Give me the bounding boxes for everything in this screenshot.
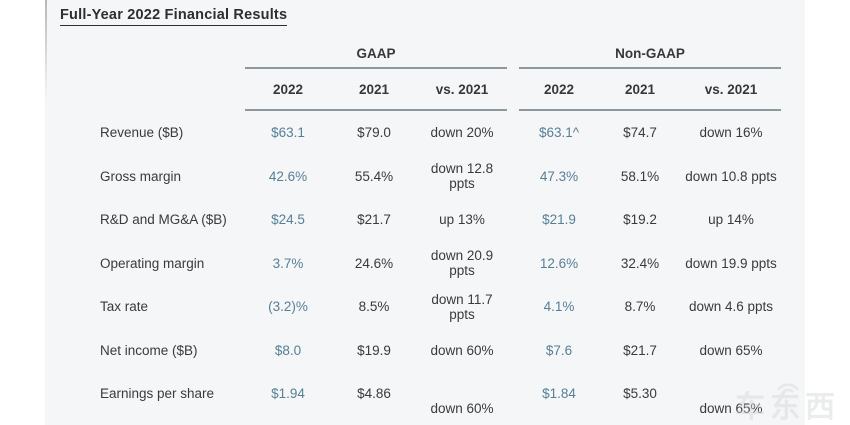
gaap-2022-value: 42.6%	[268, 168, 308, 184]
nongaap-2021-value: $19.2	[623, 212, 657, 228]
gaap-2022-value: $63.1	[271, 125, 305, 141]
gaap-vs-2021-value: down 60%	[430, 401, 494, 417]
gaap-2022-value: 3.7%	[272, 255, 304, 271]
group-gap	[507, 36, 519, 69]
row-label: Earnings per share	[100, 386, 215, 402]
gaap-2021-value: $4.86	[357, 386, 391, 402]
table-row: Tax rate (3.2)% 8.5% down 11.7 ppts 4.1% 8.7%…	[100, 285, 781, 329]
nongaap-2022-value: $1.84	[542, 386, 576, 402]
gaap-vs-2021-header: vs. 2021	[435, 81, 489, 97]
nongaap-2022-value: 12.6%	[539, 255, 579, 271]
nongaap-vs-2021-value: down 65%	[699, 342, 763, 358]
gaap-2021-value: $79.0	[357, 125, 391, 141]
page-title: Full-Year 2022 Financial Results	[60, 7, 288, 26]
row-label: Net income ($B)	[100, 342, 198, 358]
group-header-spacer	[100, 36, 245, 69]
nongaap-vs-2021-value: down 19.9 ppts	[685, 255, 777, 271]
nongaap-2021-value: $21.7	[623, 342, 657, 358]
table-row: Earnings per share $1.94 $4.86 down 60% $1.8…	[100, 372, 781, 416]
gaap-vs-2021-value: down 12.8 ppts	[430, 161, 494, 192]
table-row: R&D and MG&A ($B) $24.5 $21.7 up 13% $21.9 $1…	[100, 198, 781, 242]
gaap-2022-value: $1.94	[271, 386, 305, 402]
nongaap-2021-value: $74.7	[623, 125, 657, 141]
group-gap	[507, 69, 519, 111]
nongaap-2022-value: 47.3%	[539, 168, 579, 184]
nongaap-2022-header: 2022	[543, 81, 575, 97]
row-label: Operating margin	[100, 255, 205, 271]
gaap-2022-value: $24.5	[271, 212, 305, 228]
table-row: Net income ($B) $8.0 $19.9 down 60% $7.6 $21.…	[100, 329, 781, 373]
nongaap-2022-value: $21.9	[542, 212, 576, 228]
gaap-vs-2021-value: down 20%	[430, 125, 494, 141]
table-row: Revenue ($B) $63.1 $79.0 down 20% $63.1^ $74.…	[100, 111, 781, 155]
gaap-2022-value: (3.2)%	[268, 299, 308, 315]
group-header-non-gaap: Non-GAAP	[519, 36, 781, 69]
gaap-2021-value: $21.7	[357, 212, 391, 228]
nongaap-vs-2021-header: vs. 2021	[704, 81, 758, 97]
row-label: R&D and MG&A ($B)	[100, 212, 227, 228]
nongaap-2021-value: 58.1%	[620, 168, 660, 184]
gaap-2021-value: 24.6%	[354, 255, 394, 271]
slide-background: Full-Year 2022 Financial Results GAAP No…	[45, 0, 805, 425]
gaap-2022-value: $8.0	[274, 342, 302, 358]
nongaap-vs-2021-value: up 14%	[708, 212, 754, 228]
row-label: Gross margin	[100, 168, 182, 184]
table-body: Revenue ($B) $63.1 $79.0 down 20% $63.1^ $74.…	[100, 111, 781, 416]
nongaap-2022-value: 4.1%	[543, 299, 575, 315]
group-header-row: GAAP Non-GAAP	[100, 36, 781, 69]
gaap-vs-2021-value: down 11.7 ppts	[431, 291, 493, 322]
nongaap-vs-2021-value: down 16%	[699, 125, 763, 141]
gaap-column-headers: 2022 2021 vs. 2021	[245, 69, 507, 111]
nongaap-2021-value: $5.30	[623, 386, 657, 402]
nongaap-2021-header: 2021	[624, 81, 656, 97]
nongaap-2022-value: $63.1^	[538, 125, 580, 141]
row-label: Revenue ($B)	[100, 125, 184, 141]
slide-left-edge-line	[45, 0, 47, 100]
group-header-gaap: GAAP	[245, 36, 507, 69]
gaap-2021-value: 8.5%	[358, 299, 390, 315]
gaap-2021-value: 55.4%	[354, 168, 394, 184]
nongaap-vs-2021-value: down 4.6 ppts	[688, 299, 774, 315]
non-gaap-column-headers: 2022 2021 vs. 2021	[519, 69, 781, 111]
column-header-row: 2022 2021 vs. 2021 2022 2021 vs. 2021	[100, 69, 781, 111]
financial-results-table: GAAP Non-GAAP 2022 2021 vs. 2021 2022 20…	[100, 36, 781, 416]
gaap-vs-2021-value: down 20.9 ppts	[430, 248, 494, 279]
gaap-vs-2021-value: down 60%	[430, 342, 494, 358]
table-row: Gross margin 42.6% 55.4% down 12.8 ppts 47.3…	[100, 155, 781, 199]
nongaap-vs-2021-value: down 10.8 ppts	[685, 168, 777, 184]
gaap-2021-value: $19.9	[357, 342, 391, 358]
gaap-2022-header: 2022	[272, 81, 304, 97]
nongaap-vs-2021-value: down 65%	[699, 401, 763, 417]
table-row: Operating margin 3.7% 24.6% down 20.9 ppts 1…	[100, 242, 781, 286]
gaap-2021-header: 2021	[358, 81, 390, 97]
nongaap-2022-value: $7.6	[545, 342, 573, 358]
row-label: Tax rate	[100, 299, 149, 315]
column-header-spacer	[100, 69, 245, 111]
nongaap-2021-value: 32.4%	[620, 255, 660, 271]
nongaap-2021-value: 8.7%	[624, 299, 656, 315]
gaap-vs-2021-value: up 13%	[439, 212, 485, 228]
